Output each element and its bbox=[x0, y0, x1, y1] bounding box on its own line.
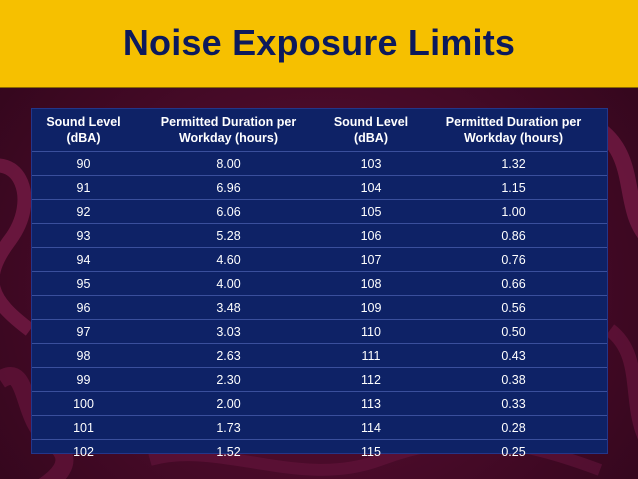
header-sound-level-1: Sound Level (dBA) bbox=[46, 115, 121, 145]
cell-sound-level: 115 bbox=[322, 439, 420, 463]
table-row: 94 4.60 107 0.76 bbox=[32, 247, 607, 272]
data-table: Sound Level (dBA) Permitted Duration per… bbox=[32, 109, 607, 463]
table-header-row: Sound Level (dBA) Permitted Duration per… bbox=[32, 109, 607, 152]
cell-sound-level: 101 bbox=[32, 415, 135, 440]
cell-sound-level: 113 bbox=[322, 391, 420, 416]
cell-duration: 0.43 bbox=[420, 343, 607, 368]
cell-duration: 6.06 bbox=[135, 199, 322, 224]
cell-sound-level: 106 bbox=[322, 223, 420, 248]
cell-sound-level: 92 bbox=[32, 199, 135, 224]
cell-duration: 1.15 bbox=[420, 175, 607, 200]
cell-sound-level: 112 bbox=[322, 367, 420, 392]
cell-duration: 0.66 bbox=[420, 271, 607, 296]
cell-sound-level: 90 bbox=[32, 151, 135, 176]
cell-sound-level: 98 bbox=[32, 343, 135, 368]
cell-duration: 0.25 bbox=[420, 439, 607, 463]
table-row: 91 6.96 104 1.15 bbox=[32, 175, 607, 200]
table-row: 96 3.48 109 0.56 bbox=[32, 295, 607, 320]
cell-duration: 0.33 bbox=[420, 391, 607, 416]
cell-sound-level: 107 bbox=[322, 247, 420, 272]
cell-sound-level: 99 bbox=[32, 367, 135, 392]
cell-duration: 8.00 bbox=[135, 151, 322, 176]
cell-sound-level: 103 bbox=[322, 151, 420, 176]
cell-duration: 4.60 bbox=[135, 247, 322, 272]
cell-duration: 1.32 bbox=[420, 151, 607, 176]
cell-sound-level: 95 bbox=[32, 271, 135, 296]
cell-sound-level: 93 bbox=[32, 223, 135, 248]
title-bar: Noise Exposure Limits bbox=[0, 0, 638, 88]
cell-sound-level: 96 bbox=[32, 295, 135, 320]
cell-sound-level: 109 bbox=[322, 295, 420, 320]
cell-duration: 1.73 bbox=[135, 415, 322, 440]
table-row: 98 2.63 111 0.43 bbox=[32, 343, 607, 368]
slide-title: Noise Exposure Limits bbox=[122, 21, 516, 63]
cell-duration: 6.96 bbox=[135, 175, 322, 200]
cell-sound-level: 114 bbox=[322, 415, 420, 440]
table-row: 90 8.00 103 1.32 bbox=[32, 151, 607, 176]
cell-sound-level: 111 bbox=[322, 343, 420, 368]
cell-sound-level: 100 bbox=[32, 391, 135, 416]
table-row: 95 4.00 108 0.66 bbox=[32, 271, 607, 296]
cell-duration: 5.28 bbox=[135, 223, 322, 248]
cell-sound-level: 94 bbox=[32, 247, 135, 272]
cell-duration: 0.56 bbox=[420, 295, 607, 320]
header-duration-2: Permitted Duration per Workday (hours) bbox=[445, 115, 582, 145]
cell-duration: 2.00 bbox=[135, 391, 322, 416]
header-duration-1: Permitted Duration per Workday (hours) bbox=[160, 115, 297, 145]
cell-sound-level: 102 bbox=[32, 439, 135, 463]
cell-duration: 2.63 bbox=[135, 343, 322, 368]
table-row: 100 2.00 113 0.33 bbox=[32, 391, 607, 416]
table-body: 90 8.00 103 1.32 91 6.96 104 1.15 92 6.06 105 1.00 9… bbox=[32, 151, 607, 463]
cell-duration: 0.76 bbox=[420, 247, 607, 272]
table-row: 97 3.03 110 0.50 bbox=[32, 319, 607, 344]
cell-duration: 0.38 bbox=[420, 367, 607, 392]
cell-duration: 0.50 bbox=[420, 319, 607, 344]
table-row: 99 2.30 112 0.38 bbox=[32, 367, 607, 392]
cell-sound-level: 108 bbox=[322, 271, 420, 296]
table-row: 102 1.52 115 0.25 bbox=[32, 439, 607, 463]
cell-duration: 0.86 bbox=[420, 223, 607, 248]
noise-limits-table: Sound Level (dBA) Permitted Duration per… bbox=[31, 108, 608, 463]
table-row: 93 5.28 106 0.86 bbox=[32, 223, 607, 248]
cell-duration: 3.48 bbox=[135, 295, 322, 320]
cell-duration: 4.00 bbox=[135, 271, 322, 296]
cell-sound-level: 105 bbox=[322, 199, 420, 224]
cell-duration: 1.00 bbox=[420, 199, 607, 224]
table-row: 101 1.73 114 0.28 bbox=[32, 415, 607, 440]
header-sound-level-2: Sound Level (dBA) bbox=[333, 115, 409, 145]
cell-duration: 3.03 bbox=[135, 319, 322, 344]
cell-sound-level: 104 bbox=[322, 175, 420, 200]
cell-duration: 0.28 bbox=[420, 415, 607, 440]
cell-duration: 1.52 bbox=[135, 439, 322, 463]
cell-sound-level: 110 bbox=[322, 319, 420, 344]
cell-sound-level: 97 bbox=[32, 319, 135, 344]
cell-duration: 2.30 bbox=[135, 367, 322, 392]
table-row: 92 6.06 105 1.00 bbox=[32, 199, 607, 224]
cell-sound-level: 91 bbox=[32, 175, 135, 200]
